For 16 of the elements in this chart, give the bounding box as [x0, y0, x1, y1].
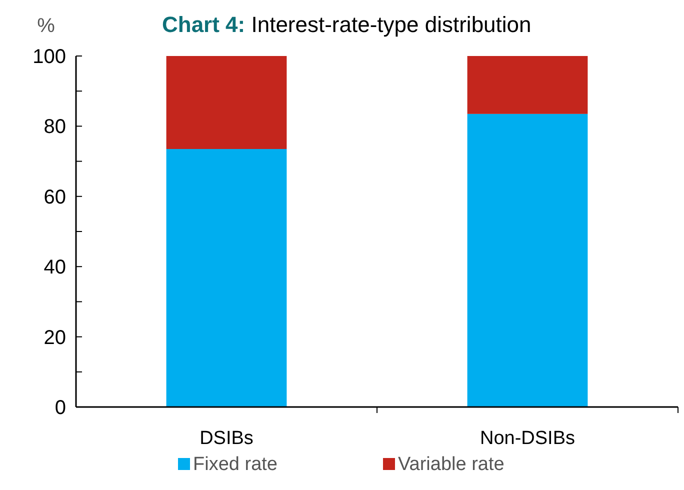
y-axis-title: %	[37, 15, 56, 37]
y-tick-label: 0	[54, 397, 66, 419]
y-tick-label: 100	[32, 46, 66, 68]
x-tick-label: Non-DSIBs	[480, 428, 576, 449]
y-tick-label: 80	[44, 116, 66, 138]
y-tick-label: 60	[44, 186, 66, 208]
chart-title: Chart 4: Interest-rate-type distribution	[162, 12, 532, 37]
x-tick-label: DSIBs	[200, 428, 254, 449]
legend-label: Variable rate	[398, 454, 504, 475]
bar	[166, 56, 287, 150]
legend-label: Fixed rate	[193, 454, 278, 475]
y-tick-label: 20	[44, 326, 66, 349]
bar	[166, 149, 287, 407]
bar	[467, 114, 588, 407]
bar	[467, 56, 588, 114]
y-tick-label: 40	[44, 256, 66, 279]
